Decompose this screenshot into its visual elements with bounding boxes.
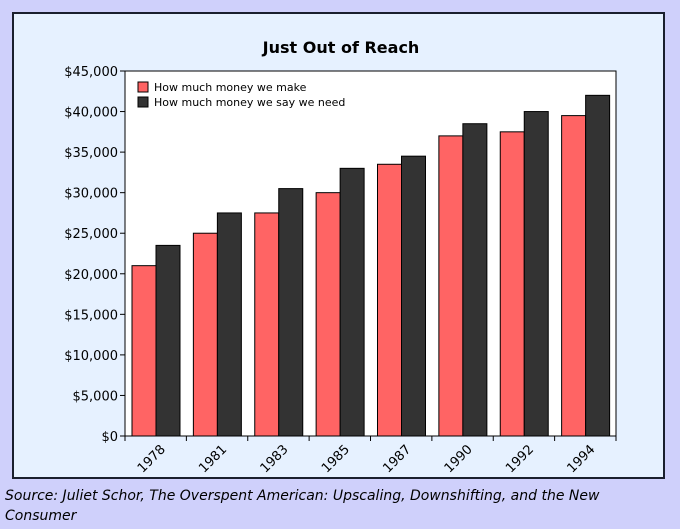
bar-make-1978 (131, 265, 157, 437)
legend-label-need: How much money we say we need (154, 96, 345, 109)
x-tick-label: 1987 (380, 442, 414, 476)
x-tick-label: 1990 (442, 442, 476, 476)
bar-make-1983 (254, 212, 280, 437)
y-tick-label: $20,000 (64, 268, 118, 283)
bar-need-1990 (462, 123, 488, 437)
chart-title: Just Out of Reach (262, 38, 420, 57)
x-tick-label: 1983 (258, 442, 292, 476)
bar-make-1985 (315, 192, 341, 437)
y-tick-label: $5,000 (73, 389, 119, 404)
y-tick-label: $30,000 (64, 187, 118, 202)
bar-make-1994 (561, 115, 587, 437)
legend-swatch-make (137, 81, 149, 93)
x-tick-label: 1978 (135, 442, 169, 476)
bar-make-1987 (377, 163, 402, 437)
bar-need-1985 (339, 167, 365, 437)
x-tick-label: 1992 (503, 442, 537, 476)
y-tick-label: $40,000 (64, 106, 118, 121)
bar-need-1981 (216, 212, 242, 437)
bar-chart: Just Out of Reach $0 $5,000 $10,000 $15,000… (64, 38, 617, 476)
y-tick-label: $45,000 (64, 65, 118, 80)
legend: How much money we make How much money we … (137, 81, 345, 109)
y-tick-label: $0 (101, 430, 118, 445)
x-tick-label: 1994 (564, 442, 598, 476)
y-tick-label: $15,000 (64, 308, 118, 323)
bar-make-1990 (438, 135, 464, 437)
bar-need-1978 (155, 244, 181, 437)
bar-make-1981 (192, 232, 218, 437)
bar-need-1983 (278, 188, 304, 437)
bar-need-1994 (585, 94, 611, 437)
bar-need-1992 (523, 111, 549, 437)
bar-make-1992 (499, 131, 525, 437)
source-note: Source: Juliet Schor, The Overspent Amer… (5, 488, 600, 524)
x-tick-label: 1985 (319, 442, 353, 476)
x-tick-label: 1981 (196, 442, 230, 476)
bar-need-1987 (401, 155, 426, 437)
y-tick-label: $35,000 (64, 146, 118, 161)
legend-label-make: How much money we make (154, 81, 307, 94)
y-tick-label: $10,000 (64, 349, 118, 364)
legend-swatch-need (137, 96, 149, 108)
y-tick-label: $25,000 (64, 227, 118, 242)
